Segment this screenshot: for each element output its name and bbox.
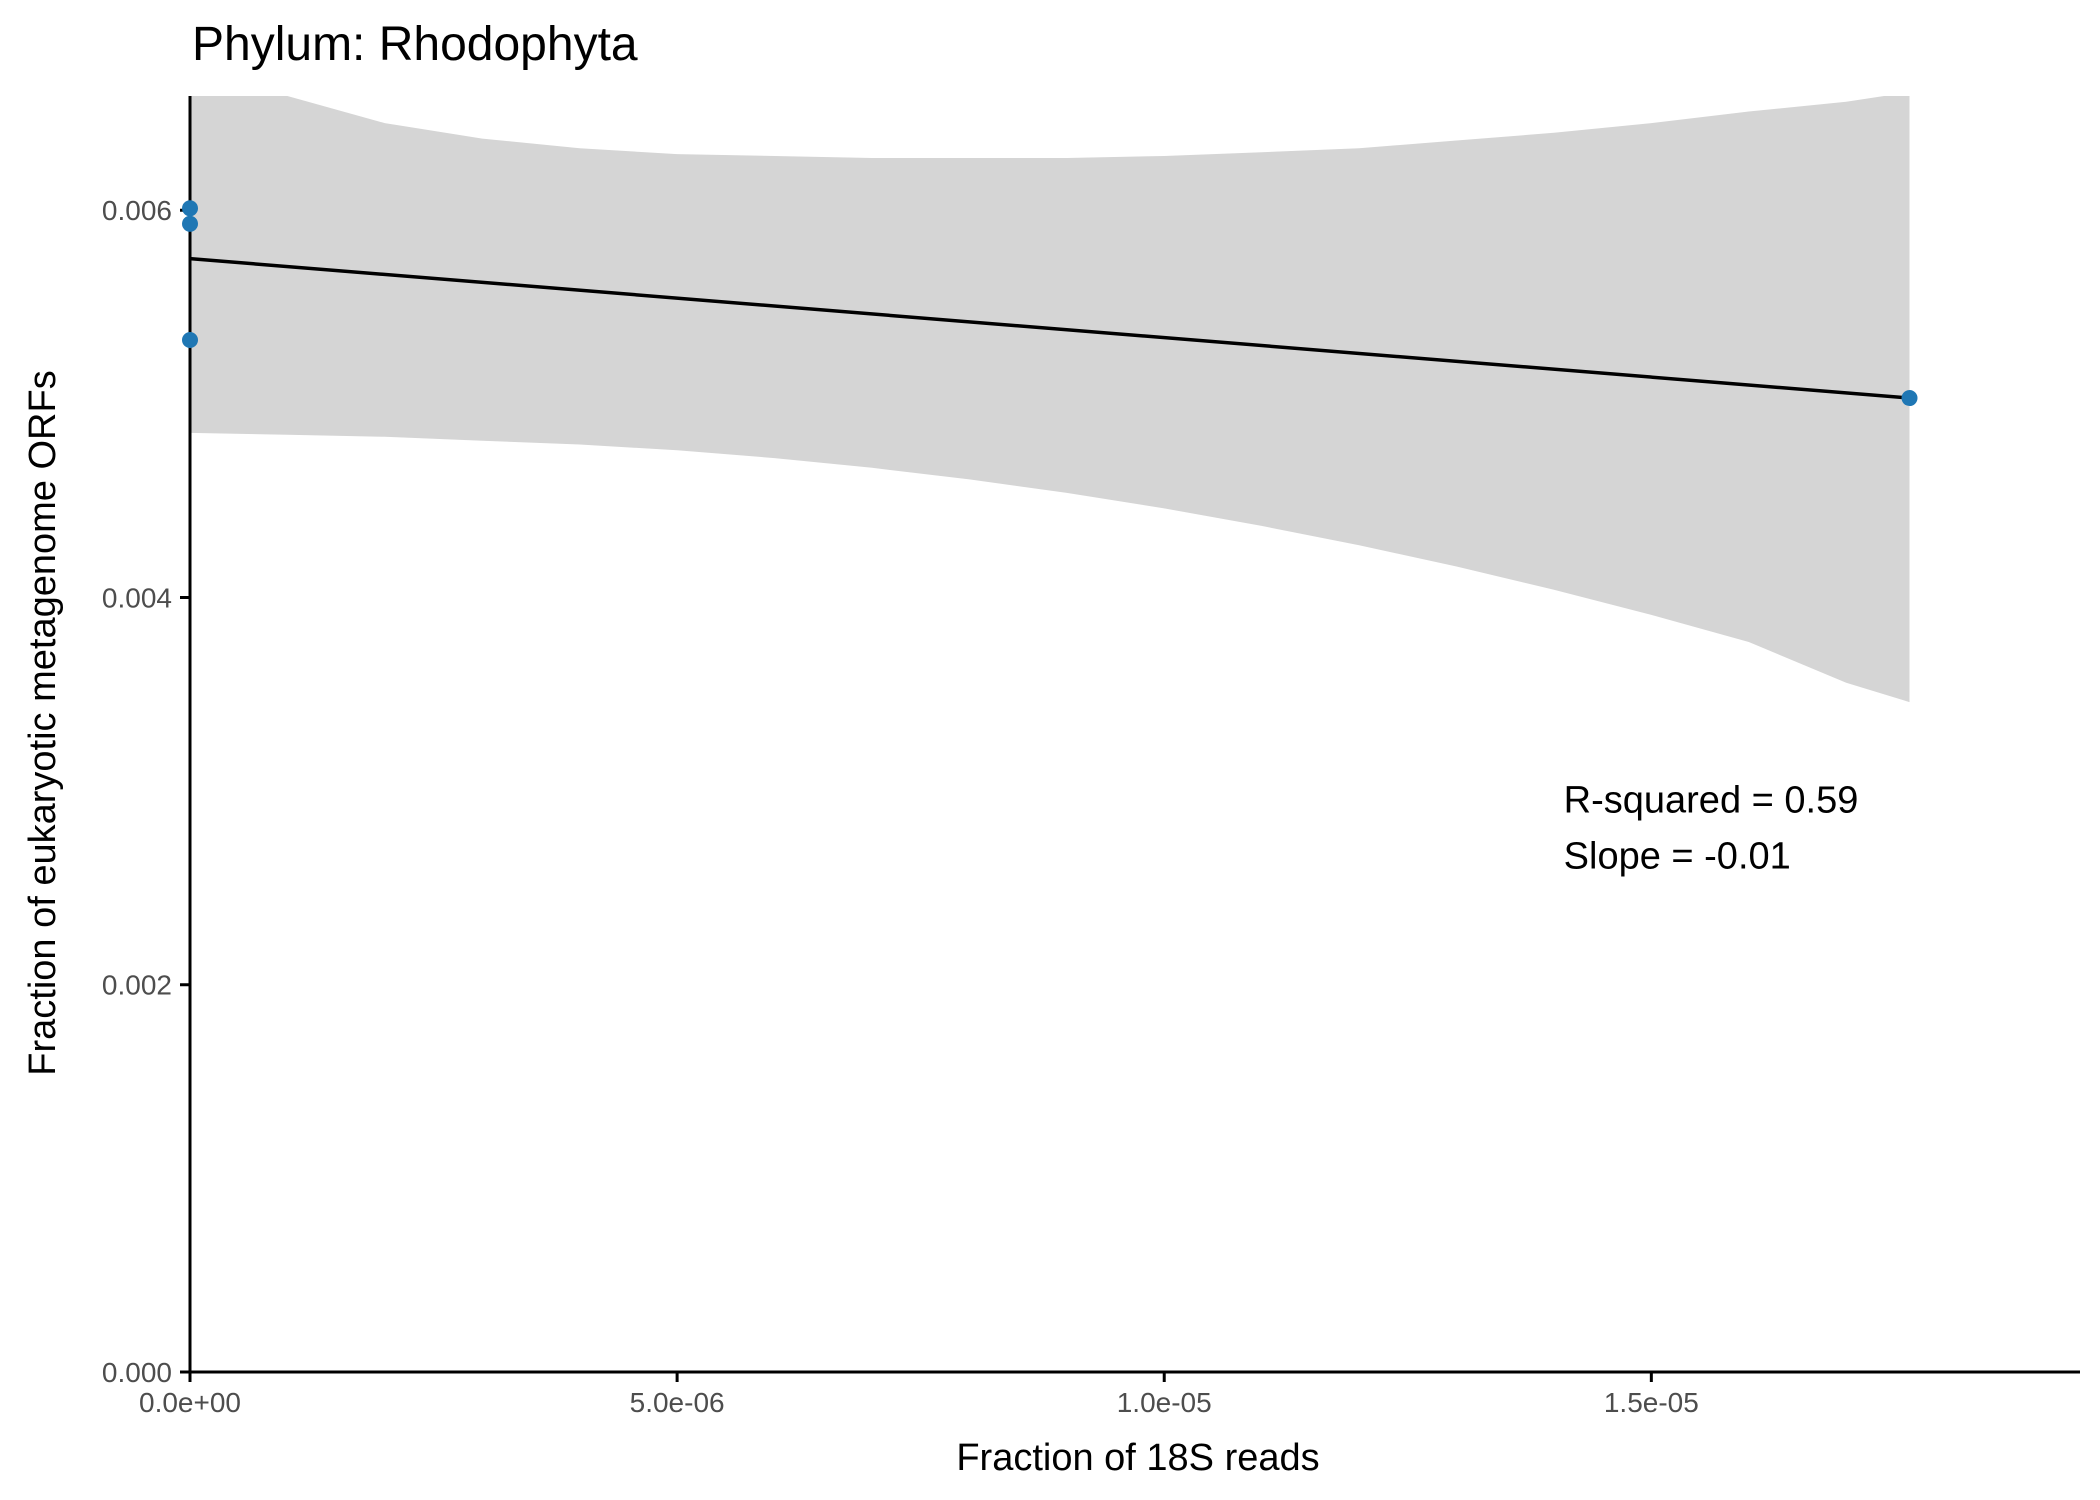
x-tick-label: 5.0e-06 <box>630 1387 725 1418</box>
annotations: R-squared = 0.59 Slope = -0.01 <box>1564 779 1859 877</box>
confidence-band <box>190 96 1910 703</box>
chart-title: Phylum: Rhodophyta <box>192 18 638 71</box>
data-point <box>182 331 198 348</box>
y-tick-label: 0.000 <box>102 1357 172 1388</box>
y-axis-title: Fraction of eukaryotic metagenome ORFs <box>22 370 64 1075</box>
stat-annotation: Slope = -0.01 <box>1564 836 1791 878</box>
x-tick-label: 0.0e+00 <box>139 1387 241 1418</box>
y-tick-label: 0.004 <box>102 582 172 613</box>
y-tick-label: 0.006 <box>102 195 172 226</box>
data-point <box>1901 390 1918 407</box>
regression-line <box>189 256 1910 400</box>
data-point <box>182 200 198 217</box>
axes: 0.0e+00 5.0e-06 1.0e-05 1.5e-05 0.000 0.002 0.… <box>102 96 2080 1418</box>
fit-line-layer <box>189 256 1910 400</box>
points-layer <box>182 200 1918 407</box>
confidence-band-layer <box>190 96 1910 703</box>
data-point <box>182 215 198 232</box>
x-tick-label: 1.0e-05 <box>1117 1387 1212 1418</box>
y-tick-label: 0.002 <box>102 970 172 1001</box>
x-tick-label: 1.5e-05 <box>1604 1387 1699 1418</box>
stat-annotation: R-squared = 0.59 <box>1564 779 1859 821</box>
x-axis-title: Fraction of 18S reads <box>956 1437 1319 1479</box>
